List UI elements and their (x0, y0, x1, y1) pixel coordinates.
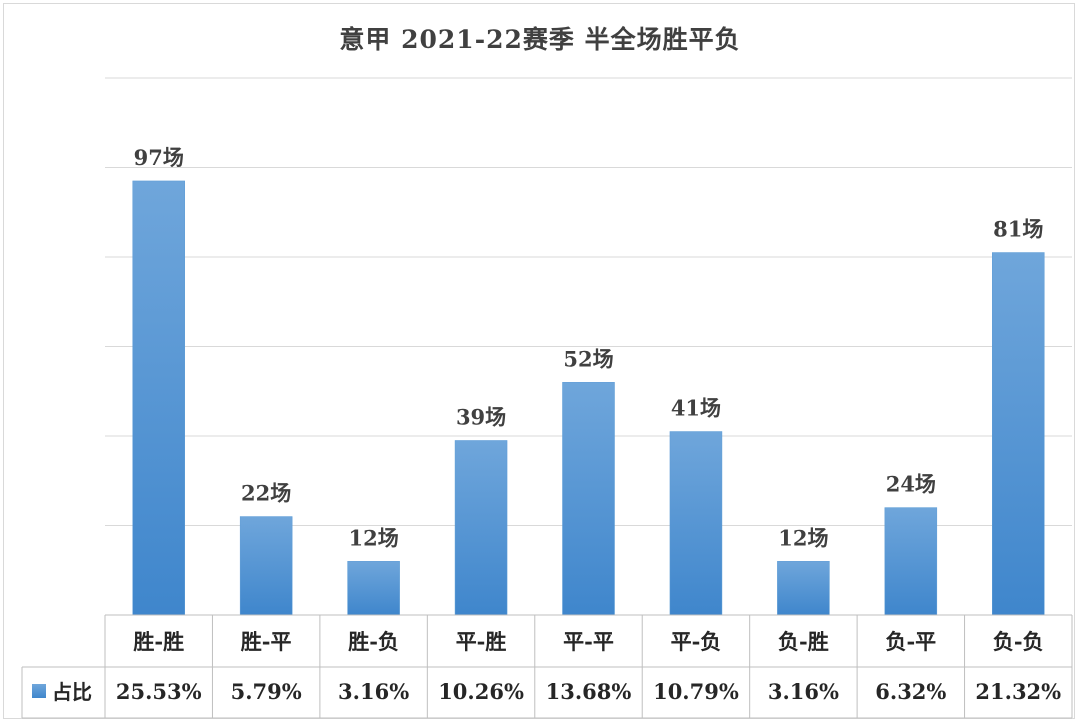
percent-label: 3.16% (338, 679, 409, 704)
category-label: 平-胜 (456, 629, 507, 654)
category-label: 胜-胜 (133, 629, 184, 654)
bar (992, 252, 1045, 616)
data-table (21, 614, 1073, 719)
bar (777, 561, 830, 616)
category-label: 平-负 (671, 629, 722, 654)
category-label: 负-平 (885, 629, 936, 654)
bar-value-label: 81场 (993, 217, 1043, 242)
bar-value-label: 97场 (134, 145, 184, 170)
category-label: 平-平 (563, 629, 614, 654)
category-label: 胜-负 (348, 629, 399, 654)
category-label: 负-负 (993, 629, 1044, 654)
percent-label: 13.68% (546, 679, 632, 704)
bar-value-label: 39场 (456, 404, 506, 429)
value-labels-group: 97场 22场 12场 39场 52场 41场 12场 24场 81场 (134, 145, 1044, 550)
bar (239, 516, 293, 616)
bar (132, 180, 185, 616)
bar-value-label: 22场 (241, 481, 291, 506)
bar-value-label: 24场 (886, 472, 936, 497)
percent-label: 6.32% (875, 679, 946, 704)
category-labels-group: 胜-胜 胜-平 胜-负 平-胜 平-平 平-负 负-胜 负-平 负-负 (133, 629, 1043, 654)
bar-value-label: 12场 (778, 525, 828, 550)
chart-title: 意甲 2021-22赛季 半全场胜平负 (339, 25, 741, 54)
percent-labels-group: 25.53% 5.79% 3.16% 10.26% 13.68% 10.79% 3.16% 6… (116, 679, 1061, 704)
percent-label: 3.16% (768, 679, 839, 704)
legend-series-name: 占比 (52, 680, 92, 704)
bar (347, 561, 400, 616)
percent-label: 10.26% (438, 679, 524, 704)
bar (884, 507, 938, 616)
bar-value-label: 41场 (671, 396, 721, 421)
bar-value-label: 52场 (563, 346, 613, 371)
bar-value-label: 12场 (348, 525, 398, 550)
percent-label: 21.32% (975, 679, 1061, 704)
legend-swatch (32, 684, 46, 698)
legend: 占比 (32, 680, 92, 704)
category-label: 胜-平 (241, 629, 292, 654)
bars-group (132, 180, 1045, 616)
bar (454, 440, 508, 616)
percent-label: 25.53% (116, 679, 202, 704)
bar (669, 431, 723, 616)
percent-label: 10.79% (653, 679, 739, 704)
category-label: 负-胜 (778, 629, 829, 654)
percent-label: 5.79% (231, 679, 302, 704)
bar (562, 382, 615, 616)
